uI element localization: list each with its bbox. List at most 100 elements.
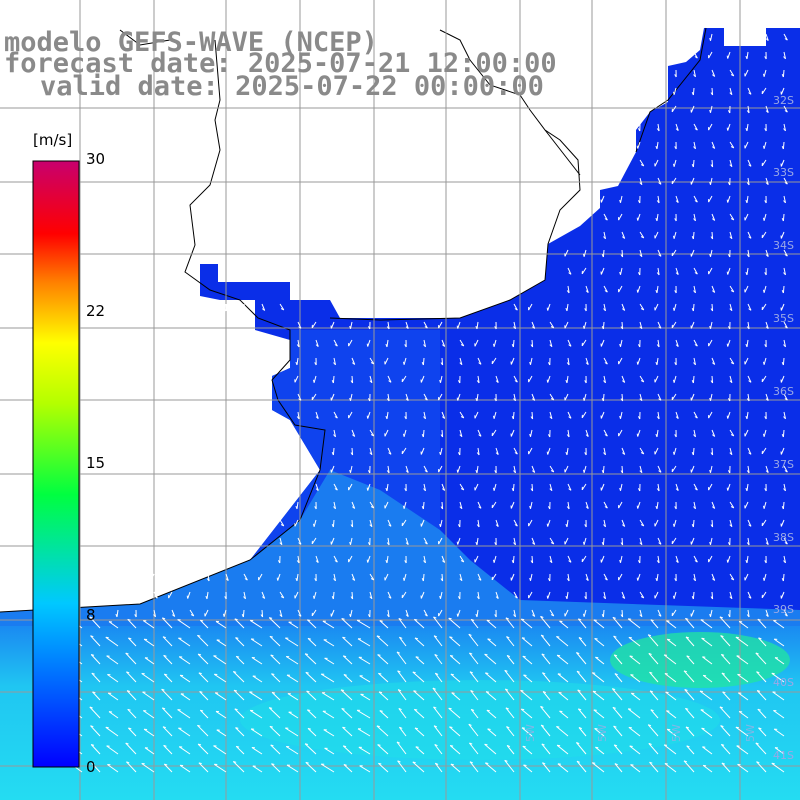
wind-arrow-head [514,596,518,599]
wind-arrow [711,141,716,149]
wind-arrow-head [333,578,336,582]
wind-arrow [782,285,785,294]
wind-arrow [279,537,283,545]
wind-arrow [549,465,555,473]
wind-arrow [602,537,605,546]
lon-label-4: 5W [744,724,757,742]
wind-arrow [708,267,713,275]
wind-arrow [581,555,587,563]
wind-arrow [313,519,317,527]
wind-arrow [737,763,749,773]
wind-arrow [771,762,785,773]
wind-arrow-head [637,416,641,420]
wind-arrow [506,655,515,665]
wind-arrow [450,673,461,683]
wind-arrow [656,429,659,437]
wind-arrow-head [349,325,351,329]
wind-arrow [412,671,425,683]
wind-arrow [423,537,428,545]
wind-arrow-head [280,308,285,311]
wind-arrow-head [576,742,580,745]
wind-arrow [746,123,749,131]
wind-arrow-head [370,578,375,581]
wind-arrow [513,447,518,455]
wind-arrow [268,707,281,719]
wind-arrow [692,591,695,600]
wind-arrow-head [667,728,671,731]
wind-arrow [690,537,695,545]
wind-arrow [513,303,518,311]
wind-arrow [664,763,677,773]
wind-arrow [620,411,623,419]
wind-arrow [163,655,173,665]
wind-arrow-head [674,362,677,366]
wind-arrow [297,537,302,545]
wind-arrow-head [730,218,735,221]
wind-arrow-head [530,344,534,348]
wind-arrow [163,673,173,683]
wind-arrow [747,159,752,167]
wind-arrow-head [765,542,769,545]
wind-arrow-head [331,596,334,600]
wind-arrow-head [566,362,570,366]
wind-arrow-head [546,307,549,311]
wind-arrow [675,555,679,563]
wind-arrow-head [441,416,446,419]
wind-arrow [702,675,713,683]
wind-arrow [332,375,335,384]
wind-arrow [440,447,443,455]
wind-arrow [727,195,731,203]
wind-arrow-head [386,542,390,546]
wind-arrow [495,375,499,383]
wind-arrow [549,321,555,329]
wind-arrow [423,465,428,473]
wind-arrow [650,619,659,629]
wind-arrow-head [557,673,561,675]
wind-arrow-head [620,254,624,258]
wind-arrow [639,159,645,167]
wind-arrow [774,747,785,755]
wind-arrow [711,159,714,168]
wind-arrow [576,670,587,683]
wind-arrow [469,742,479,755]
wind-arrow [306,690,317,701]
wind-arrow [603,375,606,383]
wind-arrow [250,638,263,647]
wind-arrow [477,447,480,455]
wind-arrow [405,537,409,545]
wind-arrow [225,573,229,581]
wind-arrow-head [314,578,317,582]
wind-arrow [611,688,623,701]
wind-arrow [666,620,677,629]
wind-arrow-head [727,254,731,258]
wind-arrow-head [784,110,788,113]
wind-arrow-head [495,380,499,383]
wind-arrow [763,573,767,581]
wind-arrow-head [701,727,705,730]
wind-arrow-head [450,745,454,747]
wind-arrow [438,537,443,545]
wind-arrow [654,375,659,383]
wind-arrow [671,321,677,329]
wind-arrow-head [343,745,347,748]
wind-arrow-head [648,724,652,727]
wind-arrow [127,618,137,629]
wind-arrow [470,708,479,719]
wind-arrow [474,339,479,347]
wind-arrow-head [540,705,544,708]
wind-arrow-head [367,398,371,402]
wind-arrow [441,339,446,347]
wind-arrow [567,357,570,365]
wind-arrow [207,573,210,581]
wind-arrow [522,655,533,665]
wind-arrow [90,654,101,665]
wind-arrow-head [351,362,356,365]
wind-arrow-head [684,689,688,691]
wind-arrow-head [656,200,660,204]
wind-arrow [627,708,641,719]
wind-arrow [476,537,479,545]
wind-arrow-head [366,559,369,563]
wind-arrow [747,15,752,23]
wind-arrow [600,411,605,419]
wind-arrow [549,483,553,491]
